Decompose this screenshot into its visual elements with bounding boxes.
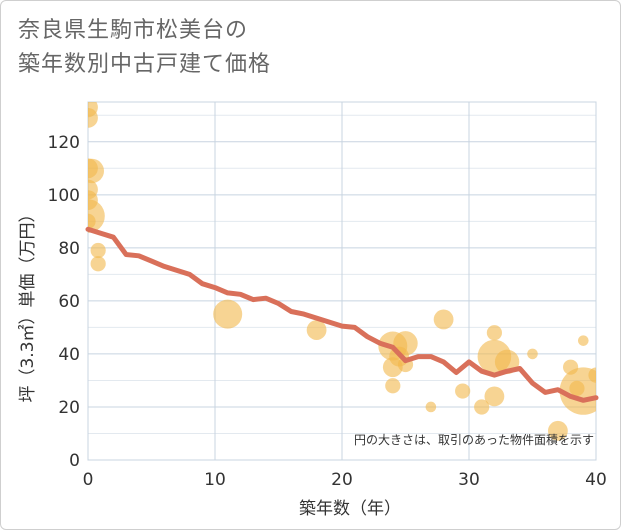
data-bubble bbox=[385, 378, 401, 394]
y-tick-label: 40 bbox=[58, 345, 80, 365]
bubble-layer bbox=[88, 102, 596, 441]
data-bubble bbox=[486, 325, 502, 341]
data-bubble bbox=[393, 331, 418, 356]
x-tick-label: 40 bbox=[585, 470, 607, 490]
data-bubble bbox=[425, 401, 437, 413]
data-bubble bbox=[578, 335, 589, 346]
y-tick-label: 120 bbox=[48, 133, 80, 153]
y-tick-label: 0 bbox=[69, 451, 80, 471]
x-axis-ticks: 0 10 20 30 40 bbox=[83, 470, 607, 490]
data-bubble bbox=[213, 299, 243, 329]
x-tick-label: 30 bbox=[458, 470, 480, 490]
y-axis-label: 坪（3.3㎡）単価（万円） bbox=[18, 205, 38, 402]
bubble-size-note: 円の大きさは、取引のあった物件面積を示す bbox=[354, 432, 594, 447]
chart-title: 奈良県生駒市松美台の 築年数別中古戸建て価格 bbox=[18, 14, 271, 82]
x-tick-label: 20 bbox=[331, 470, 353, 490]
data-bubble bbox=[455, 383, 471, 399]
x-tick-label: 0 bbox=[83, 470, 94, 490]
x-tick-label: 10 bbox=[204, 470, 226, 490]
chart-title-line2: 築年数別中古戸建て価格 bbox=[18, 52, 272, 77]
y-tick-label: 100 bbox=[48, 186, 80, 206]
data-bubble bbox=[88, 213, 96, 229]
data-bubble bbox=[90, 256, 106, 272]
y-tick-label: 20 bbox=[58, 398, 80, 418]
data-bubble bbox=[433, 309, 454, 330]
x-axis-label: 築年数（年） bbox=[299, 499, 401, 519]
data-bubble bbox=[474, 399, 490, 415]
data-bubble bbox=[559, 367, 596, 415]
data-bubble bbox=[306, 320, 327, 340]
data-bubble bbox=[88, 158, 105, 184]
average-price-line bbox=[85, 226, 599, 403]
y-tick-label: 60 bbox=[58, 292, 80, 312]
grid bbox=[87, 101, 597, 461]
y-axis-ticks: 0 20 40 60 80 100 120 bbox=[48, 133, 80, 471]
data-bubble bbox=[90, 242, 106, 259]
y-tick-label: 80 bbox=[58, 239, 80, 259]
chart-title-line1: 奈良県生駒市松美台の bbox=[18, 18, 249, 43]
data-bubble bbox=[88, 108, 98, 128]
data-bubble bbox=[588, 367, 596, 383]
data-bubble bbox=[527, 348, 538, 360]
data-bubble bbox=[484, 386, 505, 407]
data-bubble bbox=[548, 420, 568, 441]
